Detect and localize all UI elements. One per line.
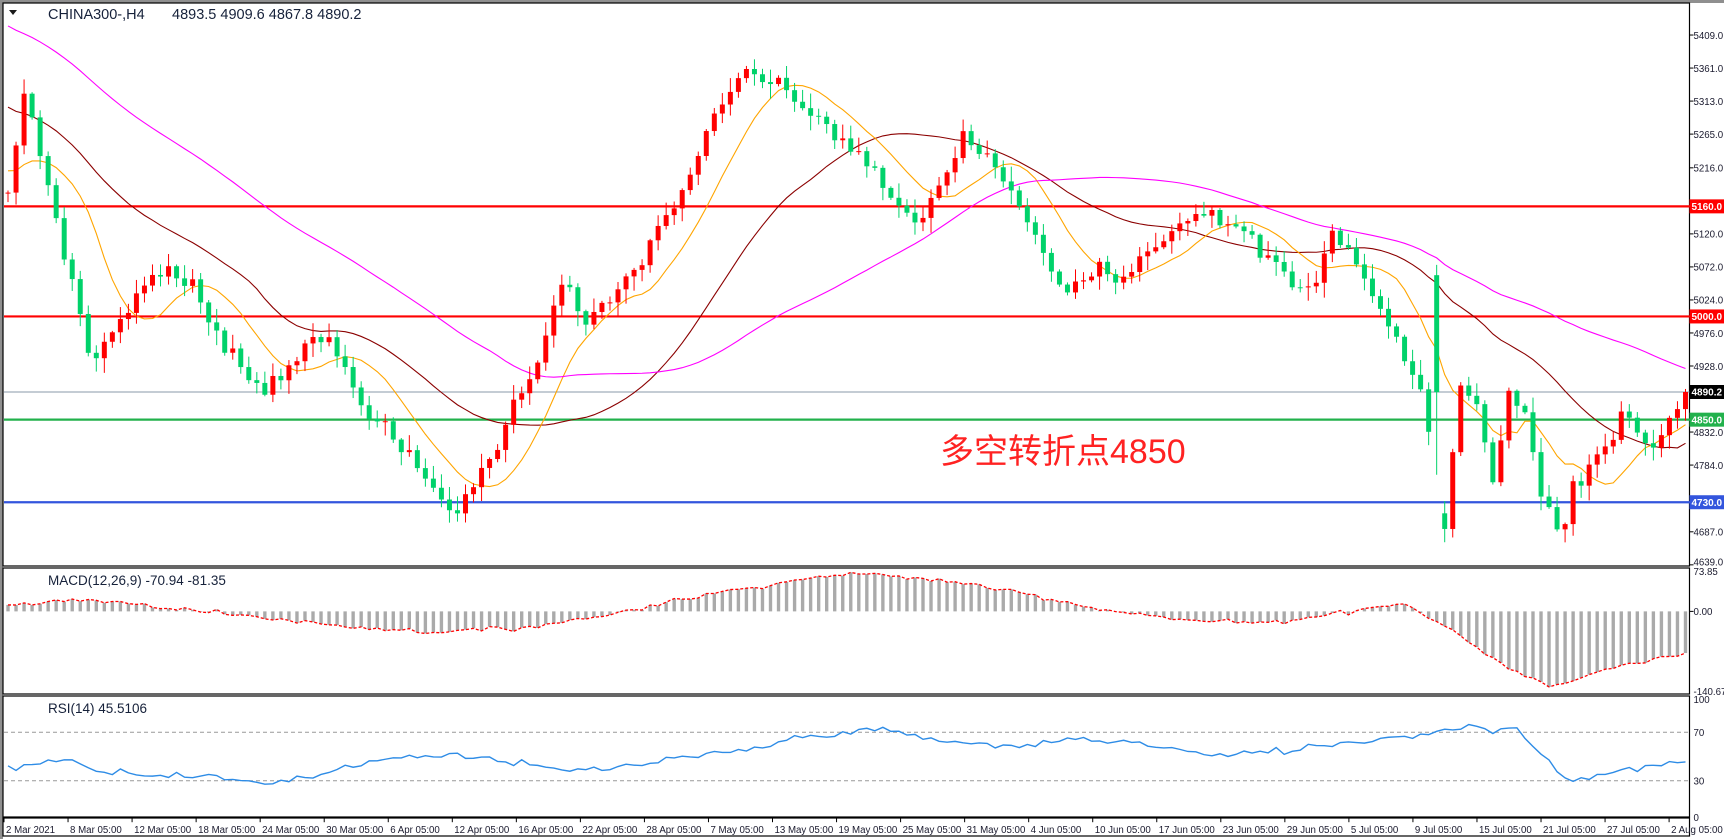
- svg-text:6 Apr 05:00: 6 Apr 05:00: [390, 825, 440, 836]
- svg-text:5361.0: 5361.0: [1694, 64, 1724, 75]
- svg-text:8 Mar 05:00: 8 Mar 05:00: [70, 825, 122, 836]
- svg-text:30: 30: [1694, 777, 1705, 788]
- svg-text:30 Mar 05:00: 30 Mar 05:00: [326, 825, 384, 836]
- svg-text:10 Jun 05:00: 10 Jun 05:00: [1095, 825, 1152, 836]
- svg-text:7 May 05:00: 7 May 05:00: [710, 825, 764, 836]
- svg-text:5409.0: 5409.0: [1694, 31, 1724, 42]
- svg-text:9 Jul 05:00: 9 Jul 05:00: [1415, 825, 1463, 836]
- svg-text:2 Aug 05:00: 2 Aug 05:00: [1671, 825, 1723, 836]
- svg-text:4687.0: 4687.0: [1694, 528, 1724, 539]
- svg-text:12 Apr 05:00: 12 Apr 05:00: [454, 825, 510, 836]
- svg-text:5265.0: 5265.0: [1694, 130, 1724, 141]
- svg-text:5024.0: 5024.0: [1694, 296, 1724, 307]
- svg-text:24 Mar 05:00: 24 Mar 05:00: [262, 825, 320, 836]
- svg-text:4784.0: 4784.0: [1694, 461, 1724, 472]
- svg-text:31 May 05:00: 31 May 05:00: [967, 825, 1026, 836]
- svg-text:21 Jul 05:00: 21 Jul 05:00: [1543, 825, 1596, 836]
- svg-text:5313.0: 5313.0: [1694, 97, 1724, 108]
- svg-text:MACD(12,26,9) -70.94 -81.35: MACD(12,26,9) -70.94 -81.35: [48, 573, 226, 588]
- svg-text:15 Jul 05:00: 15 Jul 05:00: [1479, 825, 1532, 836]
- svg-text:100: 100: [1694, 695, 1711, 706]
- svg-text:19 May 05:00: 19 May 05:00: [839, 825, 898, 836]
- svg-text:16 Apr 05:00: 16 Apr 05:00: [518, 825, 574, 836]
- svg-text:CHINA300-,H4: CHINA300-,H4: [48, 7, 145, 23]
- svg-text:22 Apr 05:00: 22 Apr 05:00: [582, 825, 638, 836]
- svg-text:4890.2: 4890.2: [1692, 388, 1723, 399]
- svg-text:27 Jul 05:00: 27 Jul 05:00: [1607, 825, 1660, 836]
- svg-text:4730.0: 4730.0: [1692, 498, 1723, 509]
- svg-text:70: 70: [1694, 728, 1705, 739]
- svg-text:5160.0: 5160.0: [1692, 202, 1723, 213]
- svg-text:4832.0: 4832.0: [1694, 428, 1724, 439]
- svg-text:5072.0: 5072.0: [1694, 263, 1724, 274]
- svg-text:17 Jun 05:00: 17 Jun 05:00: [1159, 825, 1216, 836]
- svg-text:4850.0: 4850.0: [1692, 415, 1723, 426]
- svg-text:RSI(14) 45.5106: RSI(14) 45.5106: [48, 701, 147, 716]
- svg-text:23 Jun 05:00: 23 Jun 05:00: [1223, 825, 1280, 836]
- svg-text:18 Mar 05:00: 18 Mar 05:00: [198, 825, 256, 836]
- svg-text:4893.5 4909.6 4867.8 4890.2: 4893.5 4909.6 4867.8 4890.2: [172, 7, 361, 23]
- svg-text:4928.0: 4928.0: [1694, 362, 1724, 373]
- svg-text:0.00: 0.00: [1694, 607, 1713, 618]
- svg-text:5000.0: 5000.0: [1692, 312, 1723, 323]
- svg-text:2 Mar 2021: 2 Mar 2021: [6, 825, 55, 836]
- svg-text:12 Mar 05:00: 12 Mar 05:00: [134, 825, 192, 836]
- svg-text:13 May 05:00: 13 May 05:00: [775, 825, 834, 836]
- svg-text:多空转折点4850: 多空转折点4850: [940, 433, 1186, 471]
- svg-text:0: 0: [1694, 813, 1700, 824]
- svg-text:5216.0: 5216.0: [1694, 164, 1724, 175]
- svg-text:5 Jul 05:00: 5 Jul 05:00: [1351, 825, 1399, 836]
- svg-text:73.85: 73.85: [1694, 567, 1718, 578]
- svg-text:4976.0: 4976.0: [1694, 329, 1724, 340]
- svg-text:29 Jun 05:00: 29 Jun 05:00: [1287, 825, 1344, 836]
- svg-text:28 Apr 05:00: 28 Apr 05:00: [646, 825, 702, 836]
- svg-text:4 Jun 05:00: 4 Jun 05:00: [1031, 825, 1082, 836]
- svg-text:5120.0: 5120.0: [1694, 230, 1724, 241]
- svg-text:25 May 05:00: 25 May 05:00: [903, 825, 962, 836]
